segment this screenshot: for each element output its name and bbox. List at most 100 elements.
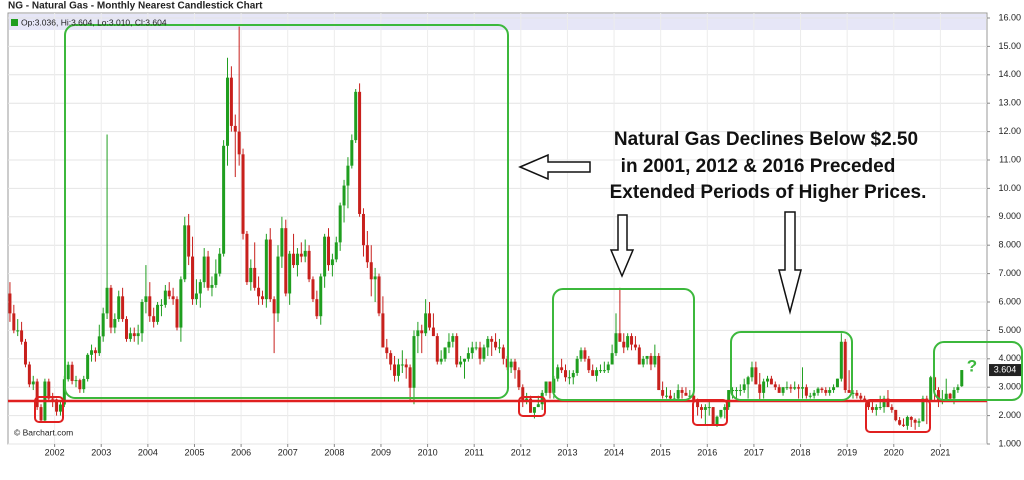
candle-body bbox=[793, 387, 797, 389]
candle-body bbox=[653, 355, 657, 365]
candle-body bbox=[66, 364, 70, 380]
candle-body bbox=[338, 205, 342, 243]
candle-body bbox=[832, 387, 836, 391]
candle-body bbox=[913, 419, 917, 423]
grid: 16.00 15.00 14.00 13.00 12.00 11.00 10.00 9.000… bbox=[8, 12, 1021, 457]
candle-body bbox=[699, 407, 703, 410]
candle-body bbox=[769, 378, 773, 385]
candle-body bbox=[31, 381, 35, 385]
candle-body bbox=[754, 367, 758, 385]
candle-body bbox=[222, 145, 226, 254]
candle-body bbox=[715, 416, 719, 425]
y-tick-label: 8.000 bbox=[998, 240, 1021, 250]
candle-body bbox=[354, 91, 358, 141]
candle-body bbox=[762, 381, 766, 393]
chart-title: NG - Natural Gas - Monthly Nearest Candl… bbox=[8, 1, 263, 12]
down-arrow bbox=[609, 214, 635, 278]
candle-body bbox=[766, 378, 770, 382]
candle-body bbox=[598, 370, 602, 372]
candle-body bbox=[641, 358, 645, 365]
candle-body bbox=[156, 304, 160, 322]
candle-body bbox=[917, 421, 921, 423]
candle-body bbox=[226, 77, 230, 146]
candle-body bbox=[758, 384, 762, 393]
candle-body bbox=[482, 347, 486, 359]
candle-body bbox=[575, 358, 579, 373]
candle-body bbox=[532, 407, 536, 413]
candle-body bbox=[630, 336, 634, 345]
candle-body bbox=[587, 358, 591, 371]
candle-body bbox=[777, 387, 781, 393]
candle-body bbox=[637, 347, 641, 365]
candle-body bbox=[781, 387, 785, 393]
candle-body bbox=[97, 336, 101, 354]
candle-body bbox=[536, 404, 540, 408]
candle-body bbox=[264, 239, 268, 300]
candle-body bbox=[334, 242, 338, 260]
x-tick-label: 2008 bbox=[324, 447, 344, 457]
plot-frame bbox=[7, 12, 988, 445]
candle-body bbox=[874, 407, 878, 410]
candle-body bbox=[835, 378, 839, 388]
candle-body bbox=[719, 409, 723, 417]
candle-body bbox=[567, 377, 571, 379]
candle-body bbox=[657, 355, 661, 391]
candle-body bbox=[462, 358, 466, 362]
candle-body bbox=[509, 361, 513, 368]
candle-body bbox=[804, 387, 808, 396]
candle-body bbox=[614, 333, 618, 354]
candle-body bbox=[350, 140, 354, 166]
candle-body bbox=[676, 390, 680, 399]
candle-body bbox=[78, 380, 82, 390]
candle-body bbox=[591, 370, 595, 376]
candle-body bbox=[93, 350, 97, 354]
candle-body bbox=[229, 77, 233, 126]
candle-body bbox=[276, 256, 280, 314]
x-tick-label: 2018 bbox=[791, 447, 811, 457]
candle-body bbox=[540, 392, 544, 405]
y-tick-label: 11.00 bbox=[999, 154, 1021, 164]
candle-body bbox=[214, 273, 218, 285]
candle-body bbox=[109, 287, 113, 328]
candle-body bbox=[929, 377, 933, 402]
annotations: Natural Gas Declines Below $2.50 in 2001… bbox=[8, 24, 1023, 433]
y-tick-label: 9.000 bbox=[998, 211, 1021, 221]
candle-body bbox=[393, 364, 397, 376]
candle-body bbox=[311, 279, 315, 300]
candle-body bbox=[579, 350, 583, 359]
green-box bbox=[64, 24, 509, 399]
candle-body bbox=[466, 353, 470, 359]
candle-body bbox=[455, 336, 459, 365]
candle-body bbox=[86, 354, 90, 379]
annotation: Natural Gas Declines Below $2.50 bbox=[614, 129, 918, 150]
legend-text: Op:3.036, Hi:3.604, Lo:3.010, Cl:3.604 bbox=[21, 17, 167, 27]
candle-body bbox=[742, 384, 746, 391]
candle-body bbox=[70, 364, 74, 381]
candle-body bbox=[424, 313, 428, 334]
candle-body bbox=[451, 336, 455, 342]
y-tick-label: 13.00 bbox=[998, 98, 1021, 108]
candle-body bbox=[816, 388, 820, 393]
candle-body bbox=[960, 370, 964, 387]
candle-body bbox=[470, 347, 474, 354]
candle-body bbox=[167, 290, 171, 297]
candle-body bbox=[808, 395, 812, 397]
candle-body bbox=[571, 373, 575, 378]
candle-body bbox=[723, 407, 727, 410]
candle-body bbox=[618, 333, 622, 342]
candle-body bbox=[159, 304, 163, 306]
candle-body bbox=[684, 392, 688, 396]
candle-body bbox=[428, 313, 432, 328]
question-mark: ? bbox=[967, 356, 977, 375]
candle-body bbox=[385, 347, 389, 354]
candle-body bbox=[602, 370, 606, 372]
candle-body bbox=[501, 347, 505, 359]
candle-body bbox=[121, 296, 125, 320]
y-tick-label: 7.000 bbox=[998, 268, 1021, 278]
last-price-box bbox=[989, 364, 1021, 377]
candle-body bbox=[194, 293, 198, 300]
candle-body bbox=[272, 299, 276, 314]
candle-body bbox=[51, 398, 55, 400]
